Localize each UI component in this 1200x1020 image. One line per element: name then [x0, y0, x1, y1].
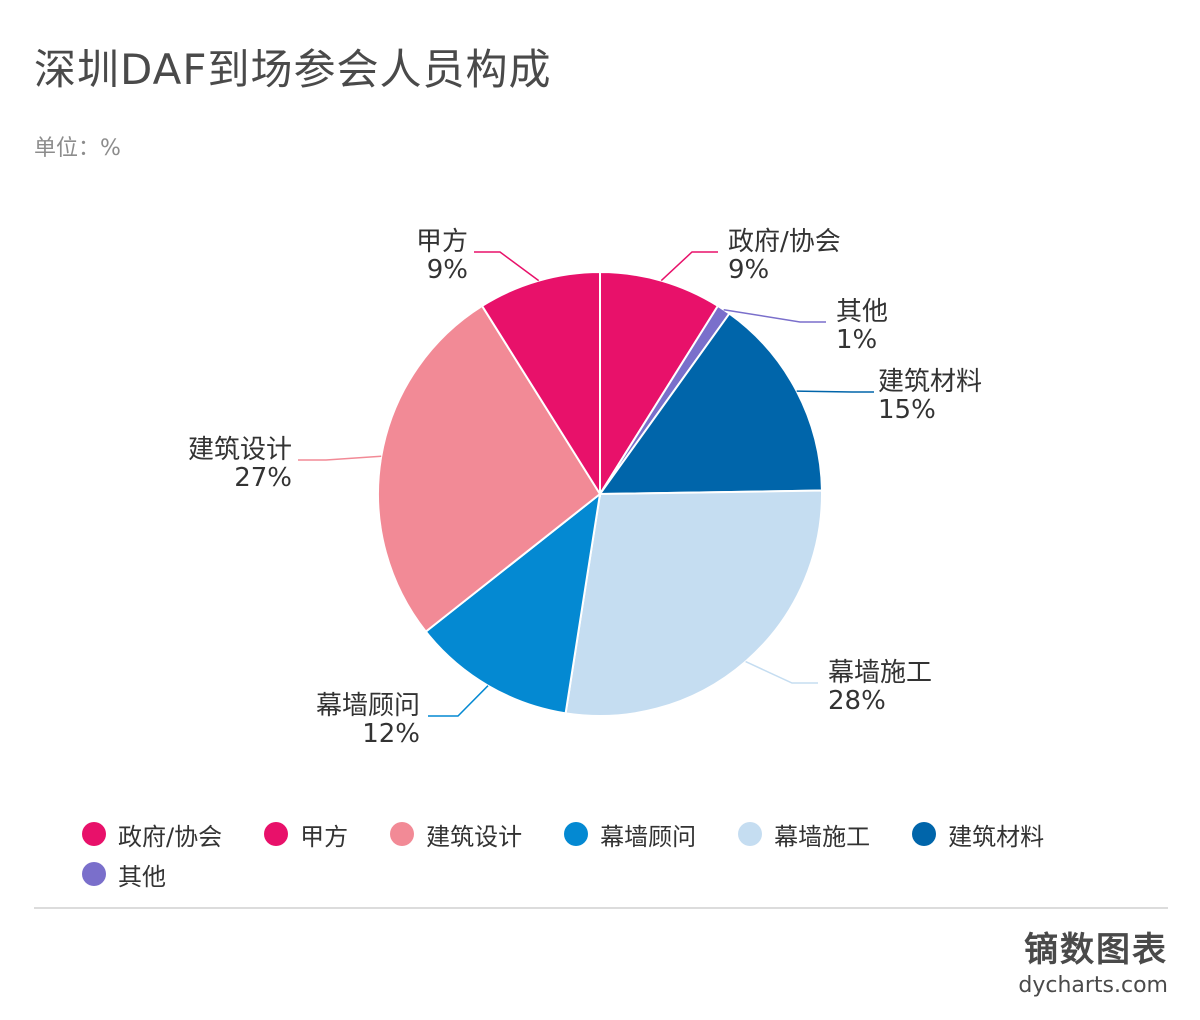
- slice-value-label: 15%: [878, 395, 936, 425]
- chart-title: 深圳DAF到场参会人员构成: [34, 45, 552, 94]
- unit-label: 单位：%: [34, 136, 121, 161]
- slice-value-label: 9%: [427, 255, 468, 285]
- brand-logo: 镝数图表 dycharts.com: [1018, 922, 1168, 998]
- legend-swatch-icon: [912, 822, 937, 846]
- legend-swatch-icon: [82, 862, 106, 886]
- legend-label: 建筑材料: [948, 822, 1045, 851]
- slice-name-label: 幕墙施工: [828, 658, 932, 688]
- slice-value-label: 27%: [234, 463, 292, 493]
- slice-value-label: 1%: [836, 325, 877, 355]
- legend: 政府/协会 甲方 建筑设计 幕墙顾问 幕墙施工 建筑材料其他: [82, 814, 1162, 894]
- pie-slice[interactable]: [480, 270, 601, 498]
- slice-value-label: 9%: [728, 255, 769, 285]
- legend-label: 其他: [118, 862, 166, 891]
- legend-item[interactable]: 幕墙顾问: [564, 814, 696, 854]
- brand-name: 镝数图表: [1024, 930, 1168, 970]
- legend-label: 幕墙施工: [774, 822, 871, 851]
- legend-label: 建筑设计: [426, 822, 523, 851]
- legend-item[interactable]: 甲方: [264, 814, 348, 854]
- divider: [34, 907, 1168, 909]
- pie-slice[interactable]: [599, 270, 720, 498]
- legend-swatch-icon: [82, 822, 106, 846]
- legend-label: 幕墙顾问: [600, 822, 697, 851]
- pie-slice[interactable]: [598, 312, 823, 496]
- leader-line: [428, 685, 489, 717]
- legend-item[interactable]: 政府/协会: [82, 814, 222, 854]
- slice-name-label: 甲方: [416, 227, 468, 257]
- legend-swatch-icon: [390, 822, 415, 846]
- pie-slice[interactable]: [424, 491, 602, 715]
- leader-line: [298, 455, 382, 461]
- slice-name-label: 其他: [836, 297, 888, 327]
- leader-line: [796, 390, 874, 393]
- legend-label: 政府/协会: [118, 822, 223, 851]
- pie-slice[interactable]: [564, 489, 823, 717]
- legend-swatch-icon: [738, 822, 763, 846]
- legend-swatch-icon: [564, 822, 589, 846]
- legend-item[interactable]: 其他: [82, 854, 166, 894]
- slice-value-label: 12%: [362, 719, 420, 749]
- slice-value-label: 28%: [828, 686, 886, 716]
- leader-line: [723, 308, 826, 323]
- legend-swatch-icon: [264, 822, 289, 846]
- brand-url: dycharts.com: [1018, 973, 1168, 998]
- legend-item[interactable]: 建筑材料: [912, 814, 1044, 854]
- slice-name-label: 幕墙顾问: [316, 691, 420, 721]
- pie-chart: 政府/协会9%其他1%建筑材料15%幕墙施工28%幕墙顾问12%建筑设计27%甲…: [188, 227, 982, 749]
- slice-name-label: 政府/协会: [728, 227, 841, 257]
- leader-line: [660, 251, 718, 282]
- leader-line: [745, 660, 818, 684]
- leader-line: [474, 251, 540, 282]
- legend-label: 甲方: [300, 822, 349, 851]
- legend-item[interactable]: 幕墙施工: [738, 814, 870, 854]
- pie-slice[interactable]: [377, 304, 602, 634]
- slice-name-label: 建筑材料: [878, 367, 982, 397]
- slice-name-label: 建筑设计: [188, 435, 292, 465]
- legend-item[interactable]: 建筑设计: [390, 814, 522, 854]
